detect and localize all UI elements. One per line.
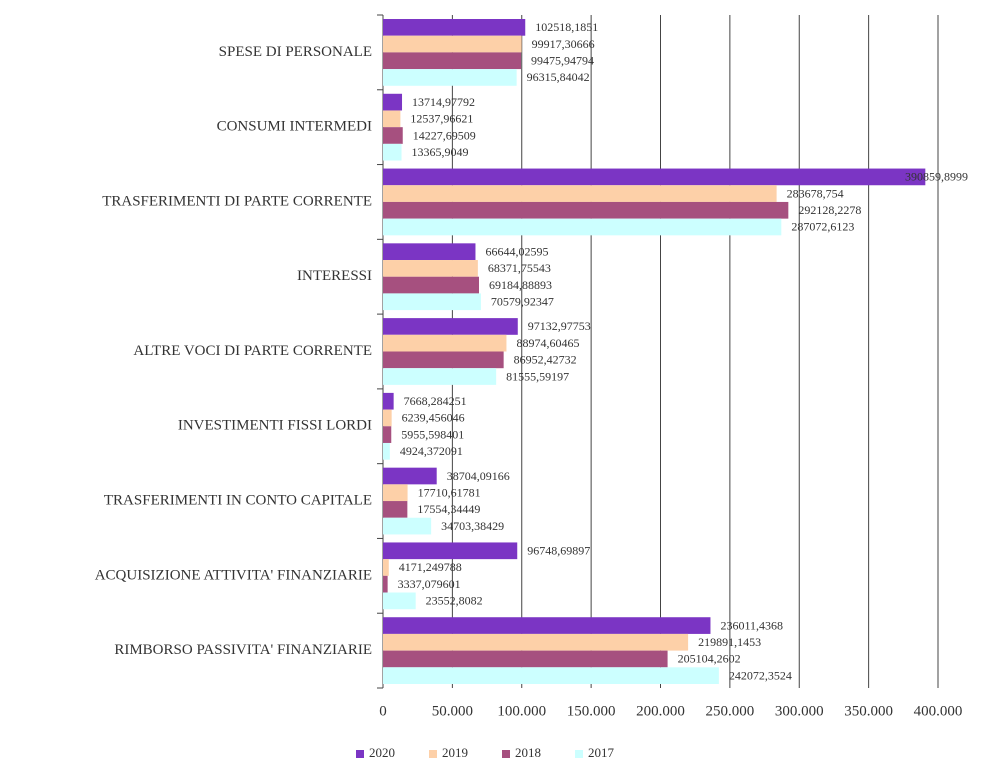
bar xyxy=(383,168,926,186)
bar xyxy=(383,542,518,560)
bar xyxy=(383,667,719,684)
x-tick-label: 100.000 xyxy=(497,703,546,719)
value-label: 96315,84042 xyxy=(527,70,590,84)
bar xyxy=(383,293,481,311)
y-tick-label: CONSUMI INTERMEDI xyxy=(217,119,372,135)
bar xyxy=(383,650,668,668)
value-label: 7668,284251 xyxy=(404,394,467,408)
bar xyxy=(383,218,782,236)
legend-marker xyxy=(575,750,583,758)
legend-marker xyxy=(502,750,510,758)
bar xyxy=(383,633,689,651)
bar xyxy=(383,52,522,70)
bar xyxy=(383,467,437,485)
bar xyxy=(383,501,408,518)
value-label: 81555,59197 xyxy=(506,369,569,383)
bar xyxy=(383,517,432,535)
y-tick-label: RIMBORSO PASSIVITA' FINANZIARIE xyxy=(114,642,372,658)
legend-label: 2020 xyxy=(369,745,395,760)
value-label: 17554,34449 xyxy=(417,502,480,516)
bar xyxy=(383,559,389,576)
bar xyxy=(383,143,402,161)
bar xyxy=(383,35,522,53)
x-tick-label: 200.000 xyxy=(636,703,685,719)
value-label: 13365,9049 xyxy=(412,145,469,159)
bar xyxy=(383,592,416,610)
value-label: 4924,372091 xyxy=(400,444,463,458)
value-label: 5955,598401 xyxy=(401,427,464,441)
legend-marker xyxy=(429,750,437,758)
x-tick-label: 400.000 xyxy=(914,703,963,719)
value-label: 97132,97753 xyxy=(528,319,591,333)
value-label: 13714,97792 xyxy=(412,95,475,109)
x-tick-label: 50.000 xyxy=(432,703,473,719)
value-label: 242072,3524 xyxy=(729,668,792,682)
value-label: 205104,2602 xyxy=(678,652,741,666)
value-label: 96748,69897 xyxy=(527,544,590,558)
value-label: 88974,60465 xyxy=(516,336,579,350)
value-label: 99917,30666 xyxy=(532,37,595,51)
y-tick-label: ALTRE VOCI DI PARTE CORRENTE xyxy=(133,343,372,359)
value-label: 70579,92347 xyxy=(491,295,554,309)
value-label: 287072,6123 xyxy=(791,220,854,234)
value-label: 38704,09166 xyxy=(447,469,510,483)
bar xyxy=(383,185,777,202)
y-tick-label: INVESTIMENTI FISSI LORDI xyxy=(178,418,372,434)
bar xyxy=(383,201,789,219)
value-label: 12537,96621 xyxy=(410,112,473,126)
bar xyxy=(383,276,479,294)
y-tick-label: INTERESSI xyxy=(297,268,372,284)
legend-label: 2017 xyxy=(588,745,615,760)
bar xyxy=(383,127,403,144)
legend-label: 2019 xyxy=(442,745,468,760)
bar xyxy=(383,93,403,111)
bar xyxy=(383,19,526,36)
value-label: 86952,42732 xyxy=(514,353,577,367)
bar xyxy=(383,409,392,427)
bar xyxy=(383,69,517,86)
bar xyxy=(383,318,518,335)
legend-label: 2018 xyxy=(515,745,541,760)
bar xyxy=(383,334,507,352)
x-tick-label: 350.000 xyxy=(844,703,893,719)
value-label: 236011,4368 xyxy=(720,618,783,632)
legend-marker xyxy=(356,750,364,758)
y-tick-label: TRASFERIMENTI DI PARTE CORRENTE xyxy=(102,193,372,209)
bar xyxy=(383,484,408,502)
bar xyxy=(383,110,401,128)
value-label: 292128,2278 xyxy=(798,203,861,217)
value-label: 283678,754 xyxy=(787,186,844,200)
value-label: 6239,456046 xyxy=(402,411,465,425)
y-tick-label: TRASFERIMENTI IN CONTO CAPITALE xyxy=(104,492,372,508)
x-tick-label: 250.000 xyxy=(706,703,755,719)
bar xyxy=(383,368,497,385)
bar xyxy=(383,442,390,460)
value-label: 219891,1453 xyxy=(698,635,761,649)
value-label: 14227,69509 xyxy=(413,128,476,142)
y-tick-label: SPESE DI PERSONALE xyxy=(219,44,372,60)
value-label: 69184,88893 xyxy=(489,278,552,292)
bar xyxy=(383,260,478,277)
value-label: 66644,02595 xyxy=(485,244,548,258)
bar xyxy=(383,575,388,593)
value-label: 17710,61781 xyxy=(418,485,481,499)
bar xyxy=(383,351,504,369)
value-label: 4171,249788 xyxy=(399,560,462,574)
bar xyxy=(383,392,394,410)
value-label: 390859,8999 xyxy=(905,170,968,184)
x-tick-label: 300.000 xyxy=(775,703,824,719)
value-label: 34703,38429 xyxy=(441,519,504,533)
bar xyxy=(383,426,392,443)
value-label: 23552,8082 xyxy=(426,594,483,608)
x-tick-label: 150.000 xyxy=(567,703,616,719)
bar xyxy=(383,243,476,261)
value-label: 102518,1851 xyxy=(535,20,598,34)
value-label: 3337,079601 xyxy=(398,577,461,591)
value-label: 68371,75543 xyxy=(488,261,551,275)
x-tick-label: 0 xyxy=(379,703,387,719)
y-tick-label: ACQUISIZIONE ATTIVITA' FINANZIARIE xyxy=(95,567,372,583)
bar xyxy=(383,617,711,634)
value-label: 99475,94794 xyxy=(531,53,594,67)
